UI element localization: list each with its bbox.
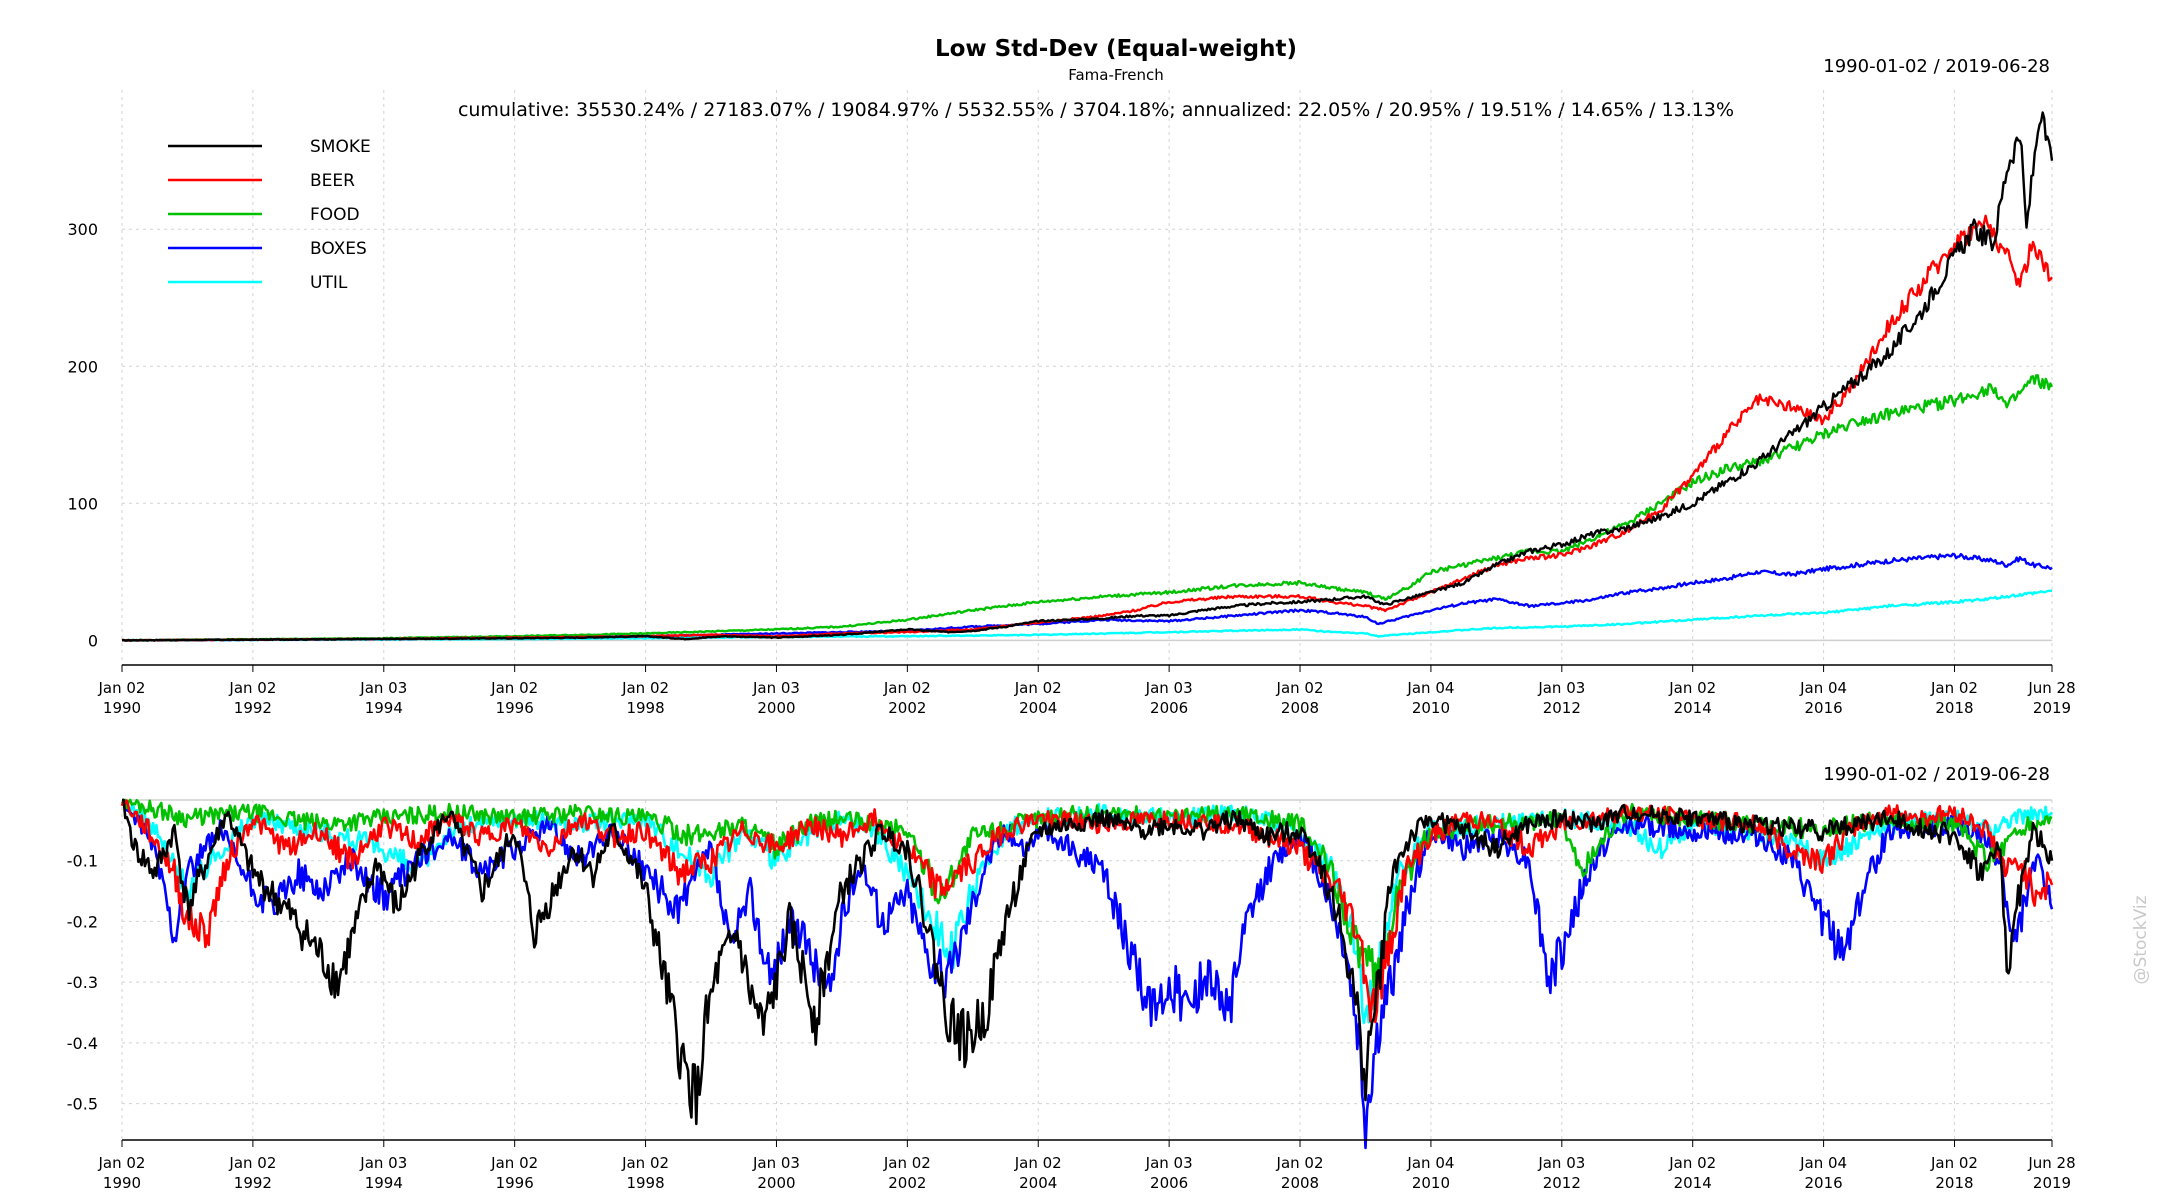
x-tick-label: 2002	[888, 1174, 926, 1192]
x-tick-label: Jan 02	[490, 679, 538, 697]
x-tick-label: 2008	[1281, 1174, 1319, 1192]
drawdown-line-util	[121, 798, 2054, 1025]
x-tick-label: Jan 02	[1930, 679, 1978, 697]
x-tick-label: 1996	[496, 1174, 534, 1192]
series-line-beer	[121, 214, 2053, 642]
date-range-bottom: 1990-01-02 / 2019-06-28	[1823, 764, 2050, 785]
top-panel-grid	[121, 90, 2053, 665]
date-range-top: 1990-01-02 / 2019-06-28	[1823, 56, 2050, 77]
series-line-food	[121, 374, 2054, 642]
drawdown-series	[120, 798, 2054, 1150]
x-tick-label: Jan 03	[359, 1154, 407, 1172]
series-line-smoke	[121, 111, 2054, 642]
x-tick-label: Jan 02	[98, 1154, 146, 1172]
x-tick-label: 1992	[234, 699, 272, 717]
x-tick-label: 2018	[1935, 699, 1973, 717]
legend-label-food: FOOD	[310, 205, 360, 225]
x-tick-label: 2004	[1019, 699, 1057, 717]
legend-label-beer: BEER	[310, 171, 355, 191]
x-tick-label: Jan 02	[228, 679, 276, 697]
x-tick-label: 2010	[1412, 699, 1450, 717]
x-tick-label: Jan 03	[752, 1154, 800, 1172]
y-tick-label: -0.3	[67, 973, 98, 992]
x-tick-label: 2002	[888, 699, 926, 717]
legend: SMOKE BEER FOOD BOXES UTIL	[168, 137, 371, 293]
x-tick-label: Jan 03	[359, 679, 407, 697]
x-tick-label: 2008	[1281, 699, 1319, 717]
x-tick-label: 2012	[1543, 699, 1581, 717]
x-tick-label: 2019	[2033, 699, 2071, 717]
x-tick-label: 1998	[626, 699, 664, 717]
x-tick-label: 2014	[1674, 1174, 1712, 1192]
x-tick-label: 2012	[1543, 1174, 1581, 1192]
x-tick-label: 2010	[1412, 1174, 1450, 1192]
x-tick-label: Jan 02	[1668, 1154, 1716, 1172]
x-tick-label: Jan 02	[490, 1154, 538, 1172]
x-tick-label: Jan 02	[1930, 1154, 1978, 1172]
x-tick-label: Jun 28	[2027, 679, 2075, 697]
y-tick-label: 100	[67, 494, 98, 513]
x-tick-label: 2004	[1019, 1174, 1057, 1192]
x-tick-label: 2019	[2033, 1174, 2071, 1192]
x-tick-label: Jan 03	[1145, 679, 1193, 697]
x-tick-label: Jan 03	[1145, 1154, 1193, 1172]
cumulative-series	[121, 111, 2054, 642]
x-tick-label: 2014	[1674, 699, 1712, 717]
x-tick-label: 1994	[365, 699, 403, 717]
x-tick-label: 1992	[234, 1174, 272, 1192]
legend-label-util: UTIL	[310, 273, 348, 293]
x-tick-label: Jun 28	[2027, 1154, 2075, 1172]
x-tick-label: Jan 04	[1799, 679, 1847, 697]
axes: Jan 02 1990 Jan 02 1990 Jan 02 1992 Jan 02 1992…	[67, 220, 2076, 1192]
x-tick-label: 1996	[496, 699, 534, 717]
x-tick-label: Jan 02	[228, 1154, 276, 1172]
x-tick-label: 1994	[365, 1174, 403, 1192]
y-tick-label: 300	[67, 220, 98, 239]
y-tick-label: -0.4	[67, 1034, 98, 1053]
y-tick-label: -0.2	[67, 912, 98, 931]
drawdown-line-smoke	[122, 798, 2054, 1126]
chart-title: Low Std-Dev (Equal-weight)	[935, 36, 1297, 62]
x-tick-label: Jan 02	[1276, 679, 1324, 697]
x-tick-label: Jan 02	[1276, 1154, 1324, 1172]
x-tick-label: Jan 04	[1406, 679, 1454, 697]
y-tick-label: -0.1	[67, 852, 98, 871]
legend-label-smoke: SMOKE	[310, 137, 371, 157]
x-tick-label: Jan 03	[1537, 679, 1585, 697]
x-tick-label: 2006	[1150, 1174, 1188, 1192]
x-tick-label: 2006	[1150, 699, 1188, 717]
x-tick-label: Jan 02	[1014, 1154, 1062, 1172]
y-tick-label: 200	[67, 357, 98, 376]
x-tick-label: Jan 02	[1668, 679, 1716, 697]
x-tick-label: Jan 02	[883, 1154, 931, 1172]
x-tick-label: Jan 02	[621, 1154, 669, 1172]
x-tick-label: Jan 03	[1537, 1154, 1585, 1172]
x-tick-label: 2016	[1805, 699, 1843, 717]
x-tick-label: Jan 02	[1014, 679, 1062, 697]
x-tick-label: 2016	[1805, 1174, 1843, 1192]
x-tick-label: Jan 02	[621, 679, 669, 697]
x-tick-label: 2018	[1935, 1174, 1973, 1192]
x-tick-label: Jan 04	[1406, 1154, 1454, 1172]
drawdown-line-boxes	[122, 798, 2054, 1150]
x-tick-label: 1998	[626, 1174, 664, 1192]
x-tick-label: 1990	[103, 1174, 141, 1192]
x-tick-label: Jan 03	[752, 679, 800, 697]
legend-label-boxes: BOXES	[310, 239, 367, 259]
x-tick-label: 2000	[757, 1174, 795, 1192]
x-tick-label: Jan 02	[883, 679, 931, 697]
y-tick-label: 0	[88, 631, 98, 650]
y-tick-label: -0.5	[67, 1095, 98, 1114]
x-tick-label: 1990	[103, 699, 141, 717]
x-tick-label: 2000	[757, 699, 795, 717]
chart-subtitle: Fama-French	[1068, 66, 1164, 84]
watermark: @StockViz	[2131, 895, 2151, 984]
performance-summary: cumulative: 35530.24% / 27183.07% / 1908…	[458, 99, 1734, 121]
x-tick-label: Jan 02	[98, 679, 146, 697]
x-tick-label: Jan 04	[1799, 1154, 1847, 1172]
